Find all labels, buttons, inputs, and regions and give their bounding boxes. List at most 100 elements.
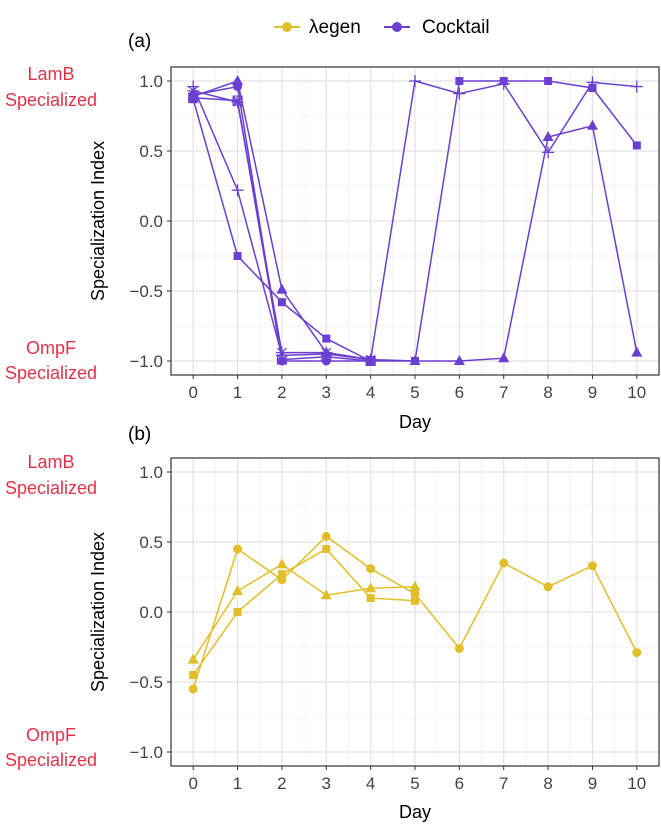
x-tick-label: 9 bbox=[588, 383, 597, 402]
x-tick-label: 10 bbox=[627, 383, 646, 402]
grid-b bbox=[171, 458, 659, 766]
x-tick-label: 5 bbox=[410, 383, 419, 402]
x-tick-label: 9 bbox=[588, 774, 597, 793]
x-axis-label-b: Day bbox=[399, 802, 431, 822]
data-point-a-crosssquare bbox=[232, 95, 243, 106]
x-tick-label: 3 bbox=[322, 774, 331, 793]
side-labels-panel-a: LamB Specialized OmpF Specialized bbox=[5, 64, 97, 383]
x-tick-label: 4 bbox=[366, 774, 375, 793]
data-point-a-square bbox=[455, 77, 464, 85]
data-point-b-square bbox=[322, 545, 331, 553]
data-point-a-plus bbox=[586, 76, 599, 89]
legend: λegen Cocktail bbox=[274, 17, 490, 38]
data-point-a-triangle bbox=[276, 283, 288, 294]
data-point-b-square bbox=[277, 570, 286, 579]
x-tick-label: 2 bbox=[277, 774, 286, 793]
data-point-b-square bbox=[189, 671, 198, 679]
ompf-label-line1-a: OmpF bbox=[26, 338, 76, 358]
ompf-label-line2-a: Specialized bbox=[5, 363, 97, 383]
series-b-square bbox=[189, 545, 419, 679]
data-point-a-star bbox=[275, 346, 288, 359]
data-point-a-circle bbox=[233, 82, 243, 92]
data-point-b-triangle bbox=[276, 558, 288, 569]
data-point-a-triangle bbox=[498, 352, 510, 363]
data-point-a-plus bbox=[497, 77, 510, 90]
legend-item-cocktail: Cocktail bbox=[384, 17, 490, 38]
data-point-b-circle bbox=[410, 589, 420, 599]
data-point-b-circle bbox=[233, 544, 243, 554]
x-tick-label: 10 bbox=[627, 774, 646, 793]
x-tick-label: 2 bbox=[277, 383, 286, 402]
data-point-b-triangle bbox=[409, 580, 421, 591]
data-point-a-square bbox=[233, 252, 242, 260]
data-point-a-triangle bbox=[586, 119, 598, 130]
series-a-crosssquare bbox=[188, 92, 376, 367]
data-point-b-circle bbox=[632, 648, 642, 658]
data-point-a-plus bbox=[409, 75, 421, 87]
ompf-label-line1-b: OmpF bbox=[26, 725, 76, 745]
x-tick-label: 4 bbox=[366, 383, 375, 402]
data-point-a-crosssquare bbox=[188, 92, 199, 103]
x-tick-label: 7 bbox=[499, 774, 508, 793]
y-tick-label: 1.0 bbox=[139, 72, 163, 91]
series-line-b-square bbox=[192, 548, 416, 676]
data-point-a-plus bbox=[453, 87, 466, 100]
chart-panel-b: 0 1 2 3 4 5 6 7 8 9 10 −1.0 −0.5 0.0 0.5 1.0 (b) Day Speci… bbox=[88, 424, 660, 822]
y-tick-label: 0.5 bbox=[139, 142, 163, 161]
data-point-b-triangle bbox=[365, 582, 377, 593]
y-axis-label-a: Specialization Index bbox=[88, 141, 108, 301]
y-tick-label: 0.5 bbox=[139, 533, 163, 552]
data-point-a-square bbox=[544, 77, 553, 85]
y-tick-label: −0.5 bbox=[129, 673, 163, 692]
lamb-label-line2-b: Specialized bbox=[5, 478, 97, 498]
data-point-a-square bbox=[277, 298, 286, 307]
data-point-b-square bbox=[233, 608, 242, 616]
x-tick-label: 7 bbox=[499, 383, 508, 402]
lamb-label-line1-b: LamB bbox=[27, 452, 74, 472]
panel-label-a: (a) bbox=[128, 31, 151, 52]
data-point-a-triangle bbox=[453, 355, 465, 365]
panel-label-b: (b) bbox=[128, 424, 151, 445]
data-point-b-triangle bbox=[320, 589, 332, 600]
data-point-a-square bbox=[632, 141, 641, 150]
chart-panel-a: 0 1 2 3 4 5 6 7 8 9 10 −1.0 −0.5 0.0 0.5 1.0 (a) Day Speci… bbox=[88, 31, 660, 432]
x-tick-label: 6 bbox=[455, 383, 464, 402]
data-point-b-triangle bbox=[187, 653, 199, 664]
data-point-a-triangle bbox=[232, 75, 244, 85]
data-point-b-circle bbox=[587, 561, 597, 571]
ticks-b: 0 1 2 3 4 5 6 7 8 9 10 −1.0 −0.5 0.0 0.5 1.0 bbox=[129, 463, 646, 793]
data-point-b-circle bbox=[188, 684, 198, 694]
x-tick-label: 0 bbox=[188, 774, 197, 793]
data-point-b-square bbox=[366, 594, 375, 602]
data-point-b-circle bbox=[543, 582, 553, 592]
side-labels-panel-b: LamB Specialized OmpF Specialized bbox=[5, 452, 97, 770]
legend-label-cocktail: Cocktail bbox=[422, 17, 490, 38]
y-tick-label: −1.0 bbox=[129, 352, 163, 371]
x-tick-label: 3 bbox=[322, 383, 331, 402]
y-tick-label: −1.0 bbox=[129, 743, 163, 762]
legend-item-legen: λegen bbox=[274, 17, 361, 38]
x-tick-label: 0 bbox=[188, 383, 197, 402]
series-b-circle bbox=[188, 531, 642, 694]
x-tick-label: 8 bbox=[543, 383, 552, 402]
data-point-a-plus bbox=[542, 146, 555, 159]
legend-marker-legen bbox=[282, 22, 292, 32]
data-point-a-plus bbox=[231, 184, 244, 197]
data-point-a-triangle bbox=[409, 355, 421, 365]
y-tick-label: 0.0 bbox=[139, 212, 163, 231]
data-point-b-circle bbox=[499, 558, 509, 568]
series-line-b-triangle bbox=[192, 563, 416, 661]
data-point-a-square bbox=[322, 334, 331, 343]
data-point-a-crosssquare bbox=[276, 354, 287, 365]
y-tick-label: 1.0 bbox=[139, 463, 163, 482]
lamb-label-line2-a: Specialized bbox=[5, 90, 97, 110]
ompf-label-line2-b: Specialized bbox=[5, 750, 97, 770]
x-axis-label-a: Day bbox=[399, 412, 431, 432]
series-b-triangle bbox=[187, 558, 421, 664]
y-axis-label-b: Specialization Index bbox=[88, 532, 108, 692]
data-point-b-circle bbox=[366, 564, 376, 574]
x-tick-label: 8 bbox=[543, 774, 552, 793]
data-point-b-circle bbox=[454, 643, 464, 653]
legend-marker-cocktail bbox=[392, 22, 402, 32]
